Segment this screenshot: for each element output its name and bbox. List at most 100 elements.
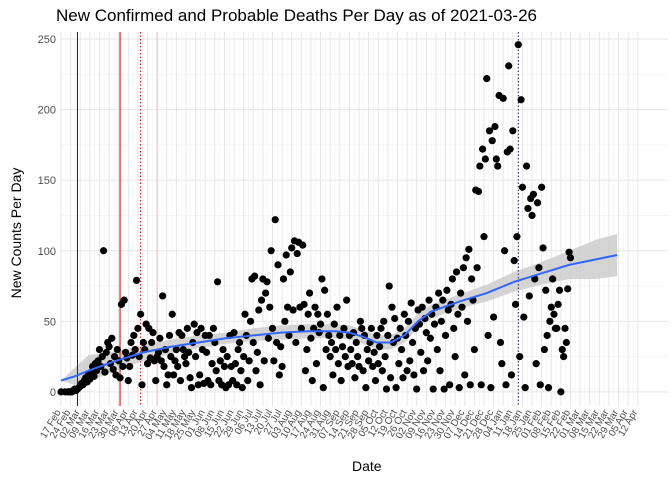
data-point — [507, 371, 516, 379]
data-point — [223, 353, 231, 361]
data-point — [138, 381, 146, 389]
data-point — [90, 372, 98, 380]
data-point — [417, 348, 425, 356]
data-point — [132, 276, 141, 284]
data-point — [300, 300, 308, 308]
data-point — [413, 385, 421, 393]
data-point — [202, 348, 211, 356]
data-point — [509, 127, 517, 135]
data-point — [502, 381, 510, 389]
data-point — [542, 286, 550, 294]
data-point — [378, 367, 386, 375]
data-point — [374, 360, 382, 368]
data-point — [479, 145, 487, 153]
data-point — [480, 233, 488, 241]
data-point — [399, 374, 407, 382]
data-point — [459, 264, 467, 272]
data-point — [452, 268, 461, 276]
data-point — [457, 289, 465, 297]
data-point — [260, 357, 268, 365]
data-point — [499, 94, 507, 102]
data-point — [524, 204, 532, 213]
y-tick-label: 50 — [44, 316, 56, 328]
data-point — [532, 360, 540, 368]
data-point — [381, 353, 389, 361]
data-point — [560, 353, 568, 361]
data-point — [408, 338, 417, 347]
data-point — [384, 331, 392, 340]
data-point — [257, 296, 266, 304]
data-point — [235, 338, 244, 347]
data-point — [216, 357, 224, 365]
x-axis-label: Date — [352, 458, 382, 474]
data-point — [102, 348, 110, 356]
data-point — [473, 264, 481, 272]
data-point — [514, 41, 522, 49]
data-point — [513, 233, 521, 241]
data-point — [183, 324, 191, 332]
data-point — [285, 331, 293, 340]
data-point — [245, 357, 253, 365]
data-point — [367, 324, 375, 332]
data-point — [197, 324, 205, 332]
data-point — [510, 257, 518, 265]
data-point — [163, 381, 171, 389]
data-point — [196, 371, 204, 379]
data-point — [307, 334, 315, 342]
data-point — [305, 289, 314, 297]
data-point — [553, 324, 561, 332]
data-point — [109, 365, 117, 373]
data-point — [332, 345, 340, 354]
data-point — [288, 244, 296, 252]
data-point — [329, 371, 337, 379]
data-point — [557, 388, 565, 396]
data-point — [327, 338, 336, 347]
data-point — [535, 264, 543, 272]
data-point — [318, 275, 326, 283]
data-point — [439, 296, 447, 304]
data-point — [279, 275, 288, 283]
data-point — [546, 317, 554, 325]
data-point — [253, 348, 261, 356]
data-point — [450, 324, 458, 332]
data-point — [386, 374, 395, 382]
data-point — [528, 211, 536, 220]
data-point — [517, 96, 525, 104]
data-point — [323, 310, 332, 318]
data-point — [152, 376, 160, 385]
reference-lines — [76, 32, 519, 406]
data-point — [376, 343, 384, 351]
data-point — [365, 357, 373, 365]
data-point — [126, 362, 134, 371]
data-point — [455, 384, 463, 392]
data-point — [388, 303, 396, 311]
data-point — [322, 345, 330, 354]
data-point — [518, 183, 527, 191]
data-point — [377, 324, 385, 332]
data-point — [255, 306, 263, 314]
data-point — [352, 338, 360, 347]
data-point — [292, 338, 300, 347]
data-point — [444, 306, 452, 314]
data-point — [172, 345, 180, 354]
data-point — [119, 362, 127, 371]
data-point — [282, 251, 290, 259]
y-tick-label: 200 — [38, 105, 56, 117]
data-point — [362, 384, 370, 392]
data-point — [437, 317, 446, 325]
data-point — [316, 320, 325, 328]
data-point — [194, 381, 202, 389]
data-point — [529, 190, 538, 198]
data-point — [241, 310, 249, 318]
data-point — [333, 303, 341, 311]
data-point — [356, 317, 364, 325]
data-point — [562, 338, 570, 347]
data-point — [336, 331, 344, 340]
data-point — [326, 353, 334, 361]
y-tick-label: 150 — [38, 175, 56, 187]
data-point — [293, 249, 301, 258]
smooth-trend-line — [60, 254, 618, 382]
data-point — [520, 313, 528, 321]
